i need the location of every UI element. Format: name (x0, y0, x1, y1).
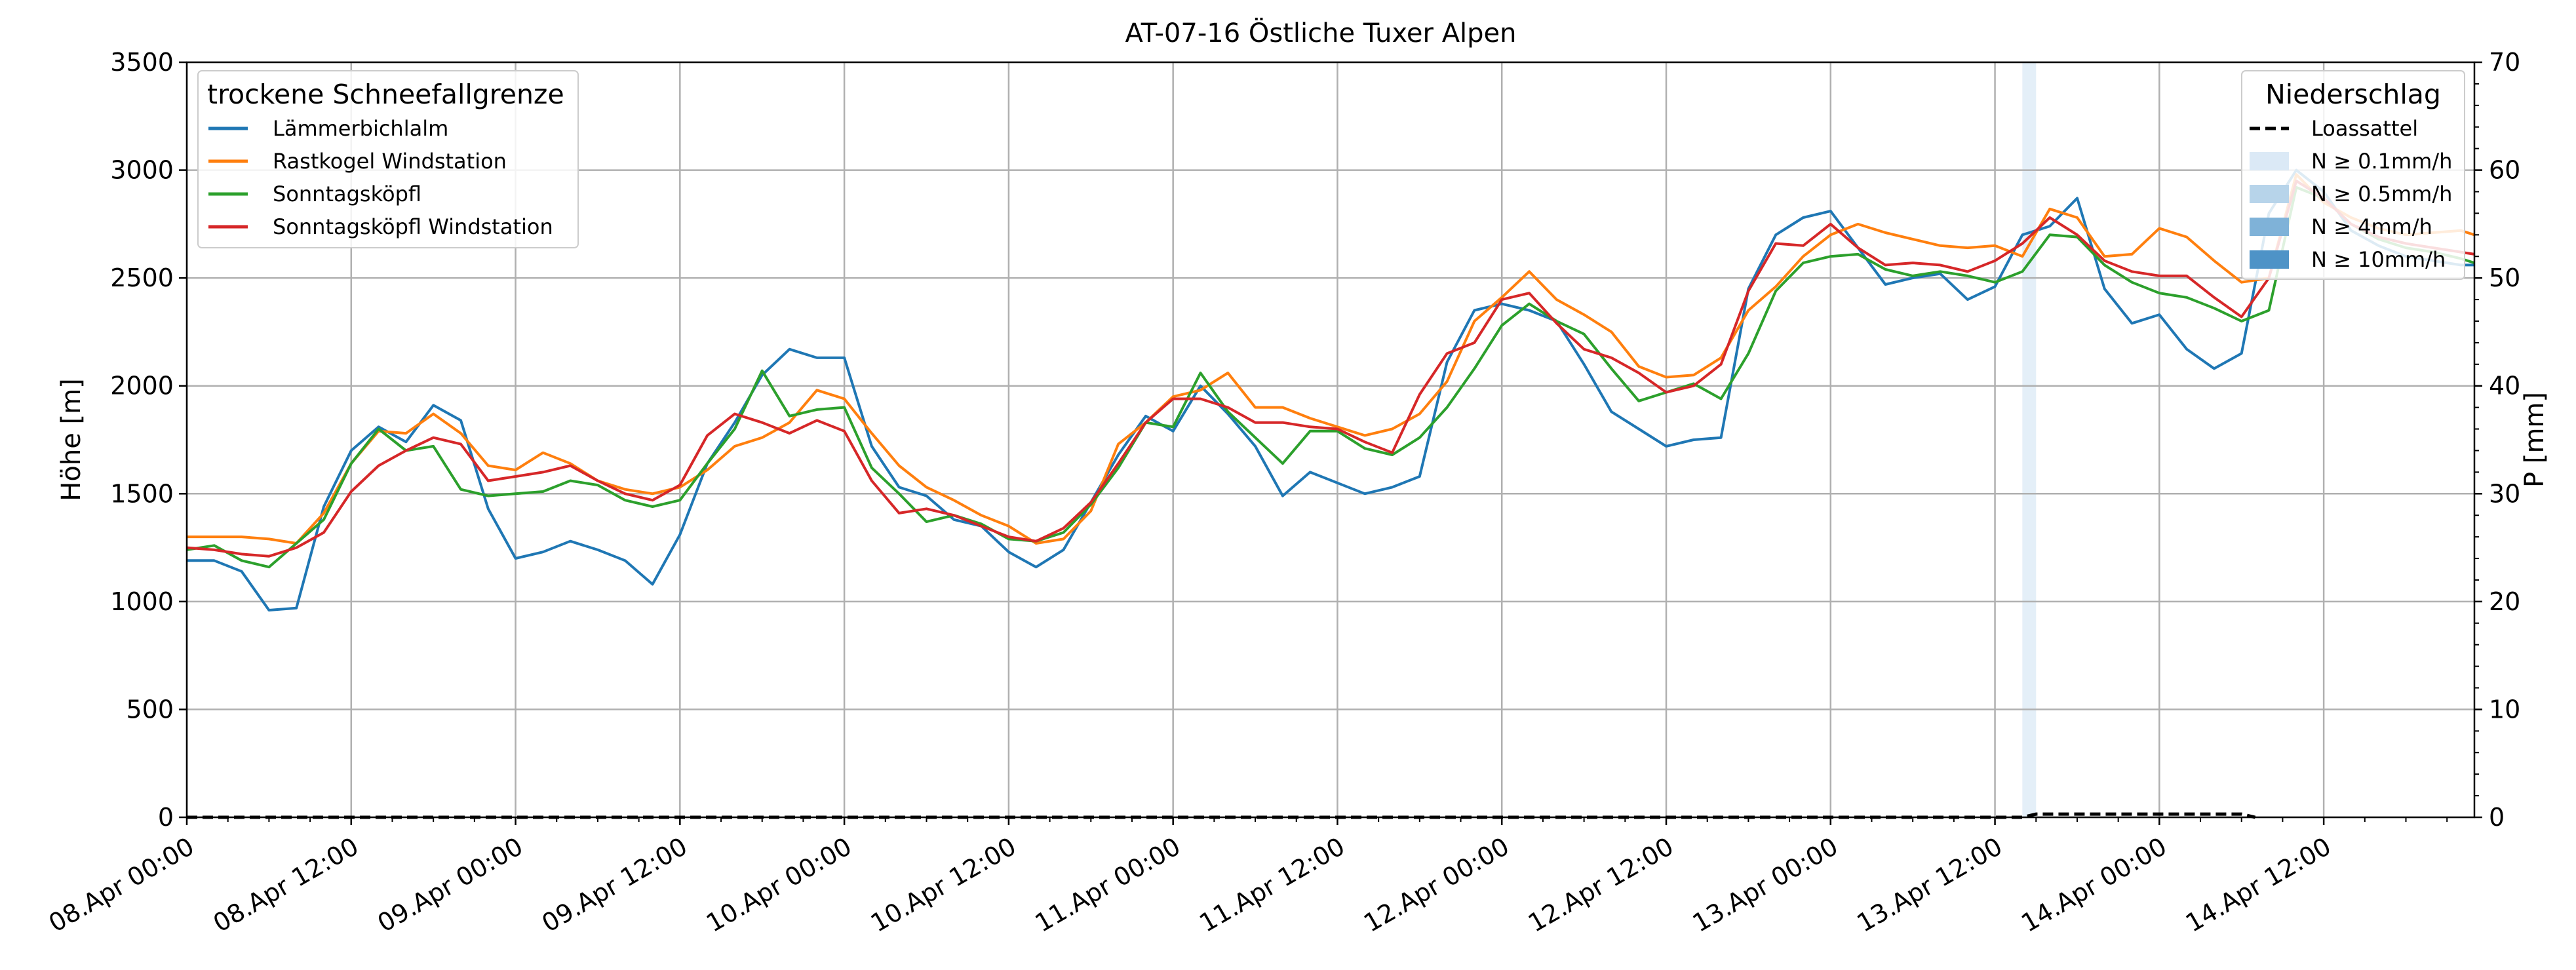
chart-title: AT-07-16 Östliche Tuxer Alpen (1125, 17, 1516, 48)
legend-precip-patch-0 (2250, 152, 2289, 170)
legend-stations-box (197, 70, 579, 248)
y-tick-label-right-4: 40 (2489, 372, 2520, 400)
legend-precipitation-line-label: Loassattel (2311, 116, 2418, 141)
y-axis-label-left: Höhe [m] (56, 378, 87, 501)
legend-precip-patch-2 (2250, 218, 2289, 236)
legend-label-0: Lämmerbichlalm (273, 116, 448, 141)
series-line-3 (186, 180, 2475, 558)
y-tick-label-left-0: 0 (158, 803, 174, 832)
y-tick-label-right-7: 70 (2489, 48, 2520, 77)
legend-precipitation: Niederschlag Loassattel N ≥ 0.1mm/h N ≥ 0… (2241, 70, 2465, 280)
series-lines (186, 168, 2475, 611)
y-axis-label-right: P [mm] (2520, 392, 2550, 488)
precip-band-0 (2022, 62, 2037, 817)
y-tick-label-left-4: 2000 (110, 372, 174, 400)
y-tick-label-right-3: 30 (2489, 479, 2520, 508)
legend-stations-title: trockene Schneefallgrenze (207, 79, 564, 110)
legend-precip-patch-1 (2250, 185, 2289, 203)
y-tick-label-right-1: 10 (2489, 695, 2520, 724)
legend-stations: trockene Schneefallgrenze Lämmerbichlalm… (197, 70, 579, 248)
legend-precipitation-box (2241, 70, 2465, 280)
y-tick-label-left-6: 3000 (110, 156, 174, 185)
legend-precip-label-2: N ≥ 4mm/h (2311, 214, 2432, 239)
legend-precip-label-3: N ≥ 10mm/h (2311, 247, 2446, 272)
y-tick-labels-right: 0 10 20 30 40 50 60 70 (2489, 48, 2520, 832)
y-tick-label-left-5: 2500 (110, 263, 174, 292)
legend-label-2: Sonntagsköpfl (273, 182, 421, 206)
y-tick-label-left-3: 1500 (110, 479, 174, 508)
y-tick-label-left-7: 3500 (110, 48, 174, 77)
series-line-1 (187, 173, 2475, 545)
y-tick-labels-left: 0 500 1000 1500 2000 2500 3000 3500 (110, 48, 174, 832)
series-line-2 (186, 185, 2475, 569)
legend-precip-label-1: N ≥ 0.5mm/h (2311, 182, 2452, 206)
y-tick-label-right-6: 60 (2489, 156, 2520, 185)
legend-precip-label-0: N ≥ 0.1mm/h (2311, 149, 2452, 174)
legend-precip-patch-3 (2250, 250, 2289, 269)
y-tick-label-right-5: 50 (2489, 263, 2520, 292)
series-line-0 (187, 168, 2474, 611)
y-tick-label-left-2: 1000 (110, 587, 174, 616)
precipitation-bands (2022, 62, 2037, 817)
axis-ticks (179, 61, 2482, 825)
y-tick-label-left-1: 500 (126, 695, 174, 724)
plot-frame (185, 61, 2476, 819)
legend-label-3: Sonntagsköpfl Windstation (273, 214, 553, 239)
legend-precipitation-title: Niederschlag (2265, 79, 2441, 110)
legend-label-1: Rastkogel Windstation (273, 149, 507, 174)
y-tick-label-right-2: 20 (2489, 587, 2520, 616)
y-tick-label-right-0: 0 (2489, 803, 2505, 832)
